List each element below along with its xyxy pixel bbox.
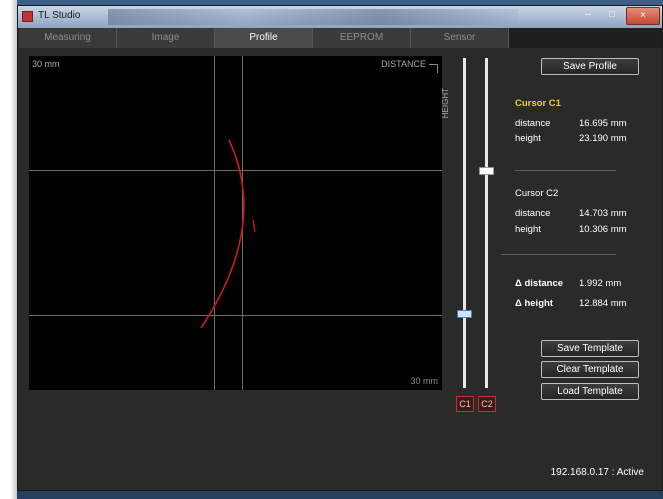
separator <box>515 170 616 171</box>
app-icon <box>22 11 33 22</box>
cursor-c2-line <box>29 170 442 171</box>
desktop-edge <box>0 0 17 499</box>
profile-plot[interactable]: 30 mm DISTANCE HEIGHT 30 mm <box>29 56 450 390</box>
cursor-c2-title: Cursor C2 <box>515 188 559 199</box>
c1-distance-label: distance <box>515 118 551 129</box>
c1-slider-thumb[interactable] <box>457 310 472 318</box>
c2-height-value: 10.306 mm <box>579 224 627 235</box>
close-icon: × <box>640 10 646 21</box>
c1-height-label: height <box>515 133 541 144</box>
c2-distance-value: 14.703 mm <box>579 208 627 219</box>
c2-distance-label: distance <box>515 208 551 219</box>
c1-slider-track[interactable] <box>463 58 466 388</box>
plot-top-left-label: 30 mm <box>32 59 60 69</box>
profile-curve <box>200 139 245 329</box>
tab-profile[interactable]: Profile <box>215 28 313 48</box>
title-bar[interactable]: TL Studio – □ × <box>18 6 662 28</box>
tab-eeprom[interactable]: EEPROM <box>313 28 411 48</box>
plot-bottom-right-label: 30 mm <box>410 376 438 386</box>
tab-bar: Measuring Image Profile EEPROM Sensor <box>19 28 662 48</box>
load-template-button[interactable]: Load Template <box>541 383 639 400</box>
axis-corner-vertical <box>437 64 438 73</box>
grid-line-vertical <box>214 56 215 390</box>
minimize-icon: – <box>585 9 591 20</box>
clear-template-button[interactable]: Clear Template <box>541 361 639 378</box>
app-window: TL Studio – □ × Measuring Image Profile … <box>17 5 663 491</box>
c2-badge[interactable]: C2 <box>478 396 496 412</box>
connection-status: 192.168.0.17 : Active <box>550 467 644 478</box>
axis-corner-horizontal <box>429 64 438 65</box>
tab-image[interactable]: Image <box>117 28 215 48</box>
delta-height-value: 12.884 mm <box>579 298 627 309</box>
profile-curve-svg <box>200 139 256 329</box>
c2-height-label: height <box>515 224 541 235</box>
maximize-icon: □ <box>608 9 616 20</box>
save-template-button[interactable]: Save Template <box>541 340 639 357</box>
close-button[interactable]: × <box>626 7 660 25</box>
cursor-c1-title: Cursor C1 <box>515 98 561 109</box>
plot-distance-label: DISTANCE <box>381 59 426 69</box>
separator <box>501 254 616 255</box>
c2-slider-thumb[interactable] <box>479 167 494 175</box>
profile-curve-notch <box>252 219 256 233</box>
tab-sensor[interactable]: Sensor <box>411 28 509 48</box>
minimize-button[interactable]: – <box>576 7 600 25</box>
cursor-c1-line <box>29 315 442 316</box>
window-title: TL Studio <box>38 10 81 21</box>
c1-badge[interactable]: C1 <box>456 396 474 412</box>
title-bar-background <box>108 9 518 25</box>
c1-height-value: 23.190 mm <box>579 133 627 144</box>
save-profile-button[interactable]: Save Profile <box>541 58 639 75</box>
delta-height-label: Δ height <box>515 298 553 309</box>
tab-measuring[interactable]: Measuring <box>19 28 117 48</box>
plot-height-label: HEIGHT <box>441 88 450 119</box>
c1-distance-value: 16.695 mm <box>579 118 627 129</box>
maximize-button[interactable]: □ <box>600 7 624 25</box>
c2-slider-track[interactable] <box>485 58 488 388</box>
delta-distance-label: Δ distance <box>515 278 564 289</box>
delta-distance-value: 1.992 mm <box>579 278 622 289</box>
